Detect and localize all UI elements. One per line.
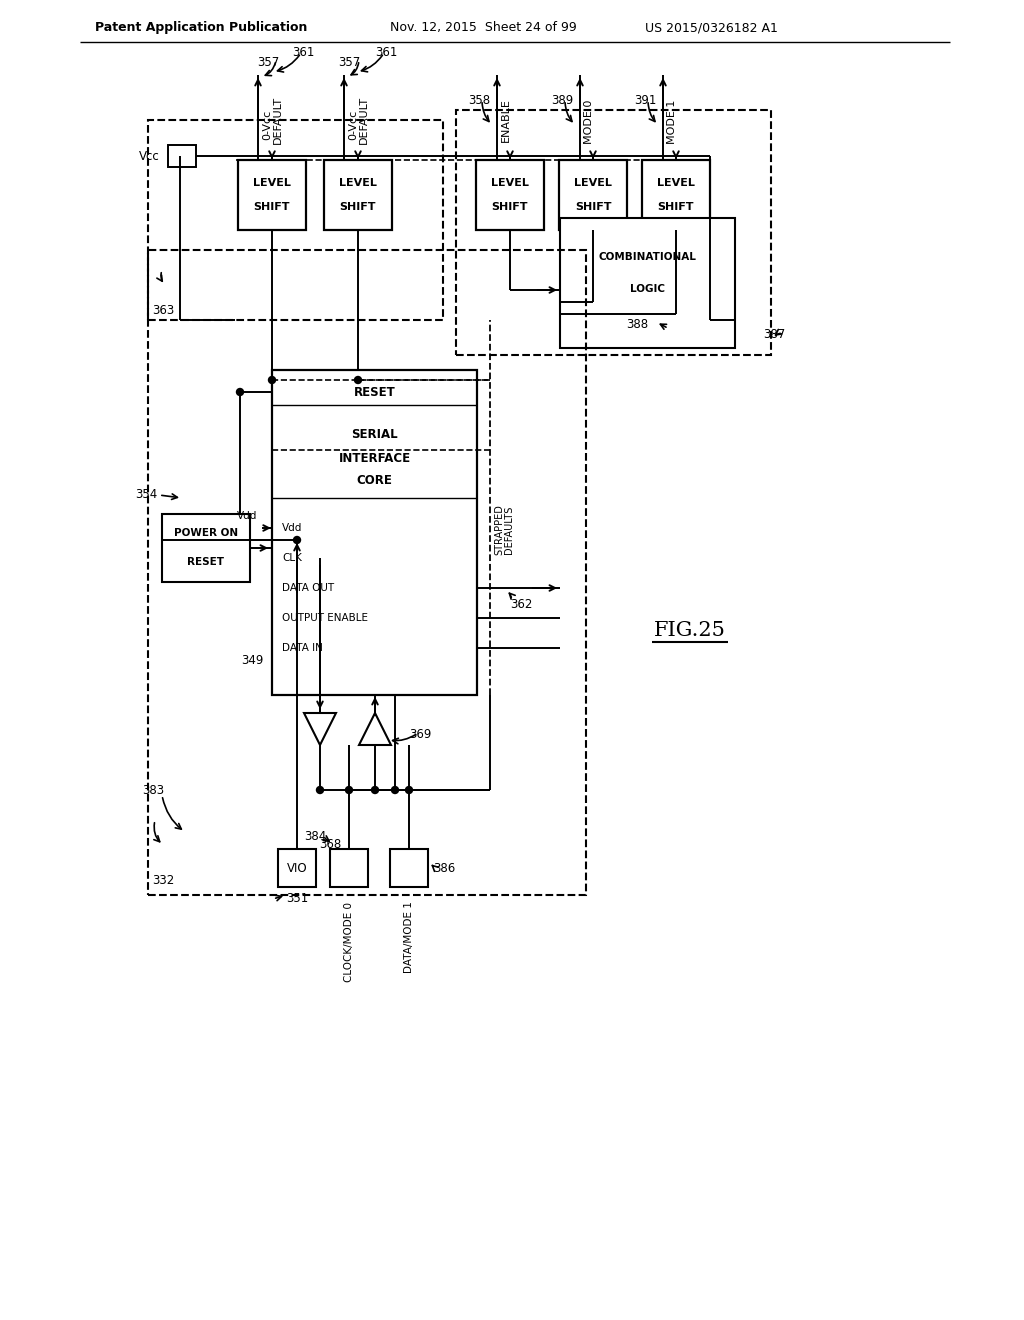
Circle shape [268, 376, 275, 384]
Bar [476, 160, 544, 230]
Text: LEVEL: LEVEL [657, 178, 695, 187]
Text: 363: 363 [152, 304, 174, 317]
Bar [456, 110, 771, 355]
Bar [148, 249, 586, 895]
Text: CLOCK/MODE 0: CLOCK/MODE 0 [344, 902, 354, 982]
Text: FIG.25: FIG.25 [654, 620, 726, 639]
Text: MODE 0: MODE 0 [584, 100, 594, 144]
Text: DEFAULTS: DEFAULTS [504, 506, 514, 554]
Text: US 2015/0326182 A1: US 2015/0326182 A1 [645, 21, 778, 34]
Bar [162, 513, 250, 582]
Circle shape [391, 787, 398, 793]
Text: SHIFT: SHIFT [657, 202, 694, 213]
Text: LEVEL: LEVEL [492, 178, 529, 187]
Text: ENABLE: ENABLE [501, 98, 511, 143]
Bar [238, 160, 306, 230]
Text: LEVEL: LEVEL [339, 178, 377, 187]
Text: 357: 357 [338, 55, 360, 69]
Text: RESET: RESET [187, 557, 224, 566]
Text: 389: 389 [551, 94, 573, 107]
Text: 368: 368 [318, 837, 341, 850]
Text: 387: 387 [763, 329, 785, 342]
Text: Vcc: Vcc [139, 149, 160, 162]
Text: 0-Vcc: 0-Vcc [348, 110, 358, 140]
Text: 383: 383 [142, 784, 164, 796]
Text: 362: 362 [510, 598, 532, 611]
Text: Vdd: Vdd [237, 511, 257, 521]
Polygon shape [304, 713, 336, 744]
Text: STRAPPED: STRAPPED [494, 504, 504, 556]
Text: Patent Application Publication: Patent Application Publication [95, 21, 307, 34]
Text: 386: 386 [433, 862, 456, 874]
Polygon shape [359, 713, 391, 744]
Text: SHIFT: SHIFT [254, 202, 290, 213]
Text: DATA OUT: DATA OUT [282, 583, 334, 593]
Text: 388: 388 [627, 318, 648, 331]
Text: POWER ON: POWER ON [174, 528, 238, 539]
Text: OUTPUT ENABLE: OUTPUT ENABLE [282, 612, 368, 623]
Text: 369: 369 [409, 729, 431, 742]
Text: VIO: VIO [287, 862, 307, 874]
Text: DEFAULT: DEFAULT [273, 96, 283, 144]
Text: SHIFT: SHIFT [492, 202, 528, 213]
Text: 349: 349 [242, 653, 264, 667]
Circle shape [237, 388, 244, 396]
Bar [330, 849, 368, 887]
Text: 384: 384 [304, 830, 326, 843]
Bar [168, 145, 196, 168]
Text: 361: 361 [292, 45, 314, 58]
Text: LEVEL: LEVEL [253, 178, 291, 187]
Text: CORE: CORE [356, 474, 392, 487]
Bar [278, 849, 316, 887]
Text: 357: 357 [257, 55, 280, 69]
Text: Vdd: Vdd [282, 523, 302, 533]
Text: LOGIC: LOGIC [630, 285, 665, 294]
Bar [324, 160, 392, 230]
Text: INTERFACE: INTERFACE [339, 451, 411, 465]
Text: 354: 354 [135, 487, 157, 500]
Text: 351: 351 [286, 892, 308, 906]
Circle shape [316, 787, 324, 793]
Text: DATA IN: DATA IN [282, 643, 323, 653]
Bar [390, 849, 428, 887]
Text: MODE 1: MODE 1 [667, 100, 677, 144]
Text: SHIFT: SHIFT [340, 202, 376, 213]
Bar [560, 218, 735, 348]
Bar [642, 160, 710, 230]
Circle shape [406, 787, 413, 793]
Bar [148, 120, 443, 319]
Text: CLK: CLK [282, 553, 302, 564]
Text: 391: 391 [634, 94, 656, 107]
Text: 332: 332 [152, 874, 174, 887]
Bar [272, 370, 477, 696]
Text: LEVEL: LEVEL [574, 178, 612, 187]
Text: 361: 361 [375, 45, 397, 58]
Text: SERIAL: SERIAL [351, 429, 397, 441]
Text: COMBINATIONAL: COMBINATIONAL [599, 252, 696, 261]
Circle shape [354, 376, 361, 384]
Text: DATA/MODE 1: DATA/MODE 1 [404, 902, 414, 973]
Text: SHIFT: SHIFT [574, 202, 611, 213]
Text: DEFAULT: DEFAULT [359, 96, 369, 144]
Circle shape [372, 787, 379, 793]
Text: 0-Vcc: 0-Vcc [262, 110, 272, 140]
Text: 358: 358 [468, 94, 490, 107]
Circle shape [345, 787, 352, 793]
Text: RESET: RESET [353, 385, 395, 399]
Text: Nov. 12, 2015  Sheet 24 of 99: Nov. 12, 2015 Sheet 24 of 99 [390, 21, 577, 34]
Circle shape [294, 536, 300, 544]
Bar [559, 160, 627, 230]
